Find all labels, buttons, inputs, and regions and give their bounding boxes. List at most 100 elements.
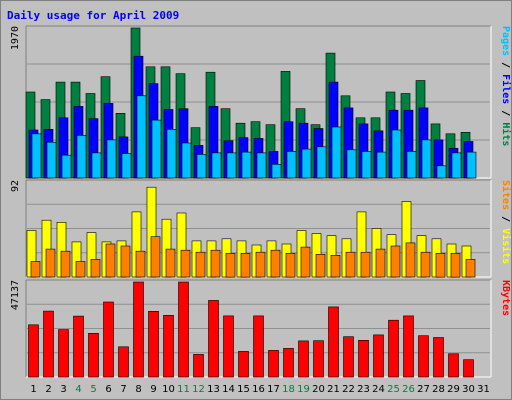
x-tick-label: 16 [252, 384, 265, 395]
x-tick-label: 29 [447, 384, 460, 395]
bar-pages [241, 151, 252, 179]
legend-part: Hits [500, 122, 512, 146]
bar-sites [75, 261, 86, 278]
x-tick-label: 23 [357, 384, 370, 395]
bar-kbytes [373, 334, 384, 378]
y-max-label: 1970 [10, 26, 21, 50]
bar-pages [61, 154, 72, 179]
bar-sites [420, 251, 431, 278]
bar-sites [120, 245, 131, 278]
legend-part: / [500, 210, 511, 228]
bar-sites [300, 246, 311, 278]
x-tick-label: 20 [312, 384, 325, 395]
bar-sites [285, 253, 296, 278]
series-legend-label: KBytes [500, 280, 511, 316]
bar-pages [361, 151, 372, 179]
bar-pages [211, 152, 222, 179]
x-tick-label: 1 [30, 384, 36, 395]
bar-kbytes [358, 339, 369, 378]
bar-kbytes [343, 336, 354, 378]
bar-kbytes [403, 315, 414, 378]
bar-sites [405, 242, 416, 278]
panel-pages-files-hits: 1970 Pages / Files / Hits [10, 25, 512, 179]
y-max-label: 47137 [10, 280, 21, 310]
x-tick-label: 25 [387, 384, 400, 395]
bar-kbytes [433, 337, 444, 378]
bar-pages [316, 146, 327, 179]
x-tick-label: 24 [372, 384, 385, 395]
bar-kbytes [148, 310, 159, 378]
bar-sites [360, 251, 371, 278]
bar-pages [46, 141, 57, 179]
bar-sites [240, 253, 251, 278]
bar-sites [390, 245, 401, 278]
legend-part: / [500, 104, 511, 122]
bar-kbytes [28, 324, 39, 378]
bar-sites [90, 259, 101, 278]
x-tick-label: 19 [297, 384, 310, 395]
bar-kbytes [313, 340, 324, 378]
bar-kbytes [118, 346, 129, 378]
x-tick-label: 9 [150, 384, 156, 395]
panel-visits-sites: 92 Sites / Visits [10, 179, 512, 278]
bar-sites [270, 249, 281, 278]
bar-sites [450, 253, 461, 278]
x-tick-label: 22 [342, 384, 355, 395]
bar-kbytes [193, 354, 204, 378]
bar-pages [406, 151, 417, 179]
panel-kbytes: 47137 KBytes [10, 279, 511, 378]
legend-part: Sites [500, 180, 512, 210]
bar-sites [375, 248, 386, 278]
x-tick-label: 10 [162, 384, 175, 395]
bar-kbytes [448, 353, 459, 378]
series-legend-label: Sites / Visits [500, 180, 512, 264]
series-legend-label: Pages / Files / Hits [500, 26, 512, 146]
bar-sites [195, 251, 206, 278]
x-tick-label: 21 [327, 384, 340, 395]
bar-pages [286, 151, 297, 179]
legend-part: Pages [500, 26, 511, 56]
bar-pages [31, 133, 42, 179]
bar-kbytes [103, 301, 114, 378]
x-tick-label: 14 [222, 384, 235, 395]
bar-pages [346, 149, 357, 179]
x-tick-label: 13 [207, 384, 220, 395]
bar-kbytes [253, 315, 264, 378]
bar-sites [30, 261, 41, 278]
bar-pages [196, 154, 207, 179]
series-kbytes [28, 281, 474, 378]
x-tick-label: 12 [192, 384, 205, 395]
bar-sites [345, 251, 356, 278]
bar-pages [226, 152, 237, 179]
chart-title: Daily usage for April 2009 [7, 9, 179, 22]
bar-kbytes [88, 332, 99, 378]
x-tick-label: 31 [477, 384, 490, 395]
x-tick-label: 17 [267, 384, 280, 395]
bar-sites [330, 255, 341, 278]
bar-sites [135, 250, 146, 278]
bar-sites [225, 253, 236, 278]
x-tick-label: 11 [177, 384, 190, 395]
bar-kbytes [133, 281, 144, 378]
x-tick-label: 27 [417, 384, 430, 395]
bar-sites [45, 248, 56, 278]
bar-kbytes [58, 329, 69, 378]
bar-sites [315, 254, 326, 278]
y-max-label: 92 [10, 180, 21, 192]
bar-pages [121, 153, 132, 179]
bar-kbytes [73, 315, 84, 378]
bar-sites [180, 249, 191, 278]
bar-sites [105, 243, 116, 278]
x-tick-label: 15 [237, 384, 250, 395]
x-tick-label: 8 [135, 384, 141, 395]
bar-pages [451, 152, 462, 179]
bar-pages [91, 152, 102, 179]
series-sites [30, 236, 476, 278]
bar-kbytes [328, 306, 339, 378]
bar-pages [466, 151, 477, 179]
bar-kbytes [298, 340, 309, 378]
bar-pages [301, 148, 312, 179]
legend-part: KBytes [500, 280, 511, 316]
legend-part: Visits [500, 228, 512, 264]
